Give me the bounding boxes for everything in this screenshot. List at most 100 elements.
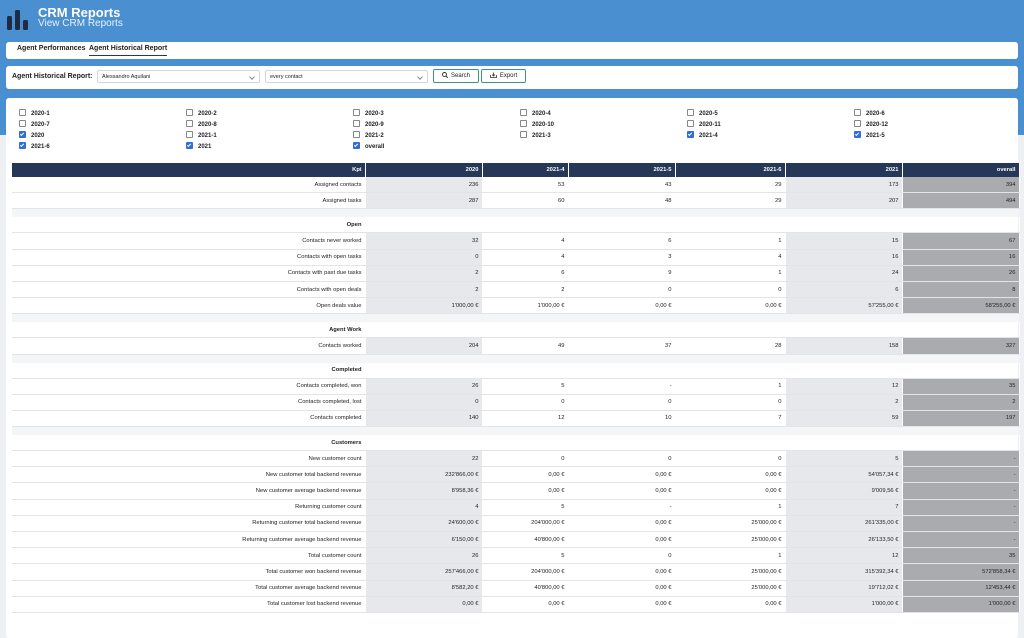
checkbox[interactable] — [19, 109, 26, 116]
period-checkbox[interactable]: 2021-4 — [687, 131, 718, 140]
period-checkbox[interactable]: 2020-7 — [19, 120, 50, 129]
kpi-value: 0 — [365, 249, 483, 266]
checkbox[interactable] — [353, 109, 360, 116]
checkbox[interactable] — [854, 131, 861, 138]
agent-select[interactable]: Alessandro Aquilani — [97, 70, 260, 83]
period-checkbox[interactable]: 2021-6 — [19, 142, 50, 151]
kpi-value: 1'000,00 € — [785, 596, 903, 613]
data-row: Contacts completed, won 26 5-1 12 35 — [12, 378, 1020, 395]
search-button[interactable]: Search — [433, 69, 479, 83]
checkbox-label: 2021-4 — [699, 133, 718, 140]
kpi-label: Returning customer total backend revenue — [12, 515, 366, 533]
checkbox[interactable] — [687, 109, 694, 116]
kpi-value: 6 — [568, 232, 676, 250]
checkbox[interactable] — [353, 142, 360, 149]
checkbox[interactable] — [186, 120, 193, 127]
checkbox[interactable] — [353, 131, 360, 138]
section-fill — [365, 322, 1020, 339]
kpi-value: 0,00 € — [482, 466, 569, 484]
kpi-value: 67 — [902, 232, 1020, 250]
period-checkbox[interactable]: 2021-2 — [353, 131, 384, 140]
kpi-value: 19'712,02 € — [785, 580, 903, 597]
kpi-value: 394 — [902, 177, 1020, 194]
checkbox[interactable] — [19, 142, 26, 149]
kpi-value: 12 — [785, 378, 903, 395]
kpi-value: 4 — [482, 249, 569, 266]
kpi-value: 0,00 € — [568, 482, 676, 500]
kpi-value: 5 — [785, 450, 903, 468]
contacts-select[interactable]: every contact — [265, 70, 428, 83]
kpi-value: 1 — [675, 232, 786, 250]
kpi-value: 6 — [785, 281, 903, 299]
kpi-value: 60 — [482, 192, 569, 210]
period-checkbox[interactable]: 2020-8 — [186, 120, 217, 129]
kpi-value: 12'453,44 € — [902, 580, 1020, 597]
kpi-value: 6'150,00 € — [365, 531, 483, 549]
checkbox-label: 2021-1 — [198, 133, 217, 140]
kpi-label: Contacts completed, won — [12, 378, 366, 395]
checkbox[interactable] — [19, 120, 26, 127]
data-row: Contacts with open tasks 0 4 3 4 16 16 — [12, 249, 1020, 266]
column-header: 2020 — [365, 163, 483, 177]
kpi-value: - — [902, 482, 1020, 500]
spacer-row — [12, 354, 1019, 363]
period-checkbox[interactable]: overall — [353, 142, 384, 151]
section-row: Agent Work — [12, 322, 1020, 339]
checkbox[interactable] — [520, 109, 527, 116]
kpi-value: 6 — [482, 265, 569, 282]
period-checkbox[interactable]: 2021-3 — [520, 131, 551, 140]
export-button[interactable]: Export — [481, 69, 526, 83]
kpi-value: 5 — [482, 547, 569, 565]
kpi-value: 4 — [675, 249, 786, 266]
app-title: CRM Reports — [38, 5, 121, 20]
checkbox[interactable] — [19, 131, 26, 138]
period-checkbox[interactable]: 2020-5 — [687, 109, 718, 118]
checkbox[interactable] — [854, 120, 861, 127]
checkbox[interactable] — [186, 109, 193, 116]
kpi-value: 4 — [482, 232, 569, 250]
checkbox[interactable] — [854, 109, 861, 116]
period-checkbox[interactable]: 2020-10 — [520, 120, 554, 129]
period-checkbox[interactable]: 2020-4 — [520, 109, 551, 118]
period-checkbox[interactable]: 2020-12 — [854, 120, 888, 129]
checkbox[interactable] — [520, 120, 527, 127]
kpi-value: 1 — [675, 499, 786, 516]
checkbox-label: 2021-5 — [866, 133, 885, 140]
period-checkbox[interactable]: 2020-2 — [186, 109, 217, 118]
kpi-value: 287 — [365, 192, 483, 210]
kpi-value: - — [902, 499, 1020, 516]
kpi-value: 26 — [365, 378, 483, 395]
tab[interactable]: Agent Historical Report — [89, 45, 168, 56]
kpi-value: 0 — [482, 450, 569, 468]
checkbox[interactable] — [687, 120, 694, 127]
period-checkbox[interactable]: 2021-1 — [186, 131, 217, 140]
period-checkbox[interactable]: 2020 — [19, 131, 44, 140]
checkbox[interactable] — [520, 131, 527, 138]
checkbox[interactable] — [186, 142, 193, 149]
tab-bar: Agent Performances Agent Historical Repor… — [6, 42, 1018, 59]
data-row: Open deals value 1'000,00 €1'000,00 €0,00… — [12, 297, 1020, 315]
tab[interactable]: Agent Performances — [17, 45, 86, 52]
data-row: New customer average backend revenue 8'95… — [12, 482, 1020, 500]
column-header: overall — [902, 163, 1020, 177]
period-checkbox[interactable]: 2020-3 — [353, 109, 384, 118]
period-checkbox[interactable]: 2021-5 — [854, 131, 885, 140]
kpi-value: 8 — [902, 281, 1020, 299]
period-checkbox[interactable]: 2020-6 — [854, 109, 885, 118]
kpi-value: 0,00 € — [568, 563, 676, 581]
checkbox[interactable] — [353, 120, 360, 127]
checkbox[interactable] — [687, 131, 694, 138]
kpi-value: 257'466,00 € — [365, 563, 483, 581]
data-row: Total customer lost backend revenue 0,00 … — [12, 596, 1020, 613]
kpi-value: 0,00 € — [568, 580, 676, 597]
spacer — [12, 313, 1019, 323]
period-checkbox[interactable]: 2020-11 — [687, 120, 721, 129]
period-checkbox[interactable]: 2020-1 — [19, 109, 50, 118]
period-checkbox[interactable]: 2020-9 — [353, 120, 384, 129]
kpi-value: 0,00 € — [568, 297, 676, 315]
kpi-value: 1 — [675, 378, 786, 395]
kpi-value: 1 — [675, 547, 786, 565]
checkbox[interactable] — [186, 131, 193, 138]
kpi-value: 10 — [568, 410, 676, 428]
period-checkbox[interactable]: 2021 — [186, 142, 211, 151]
